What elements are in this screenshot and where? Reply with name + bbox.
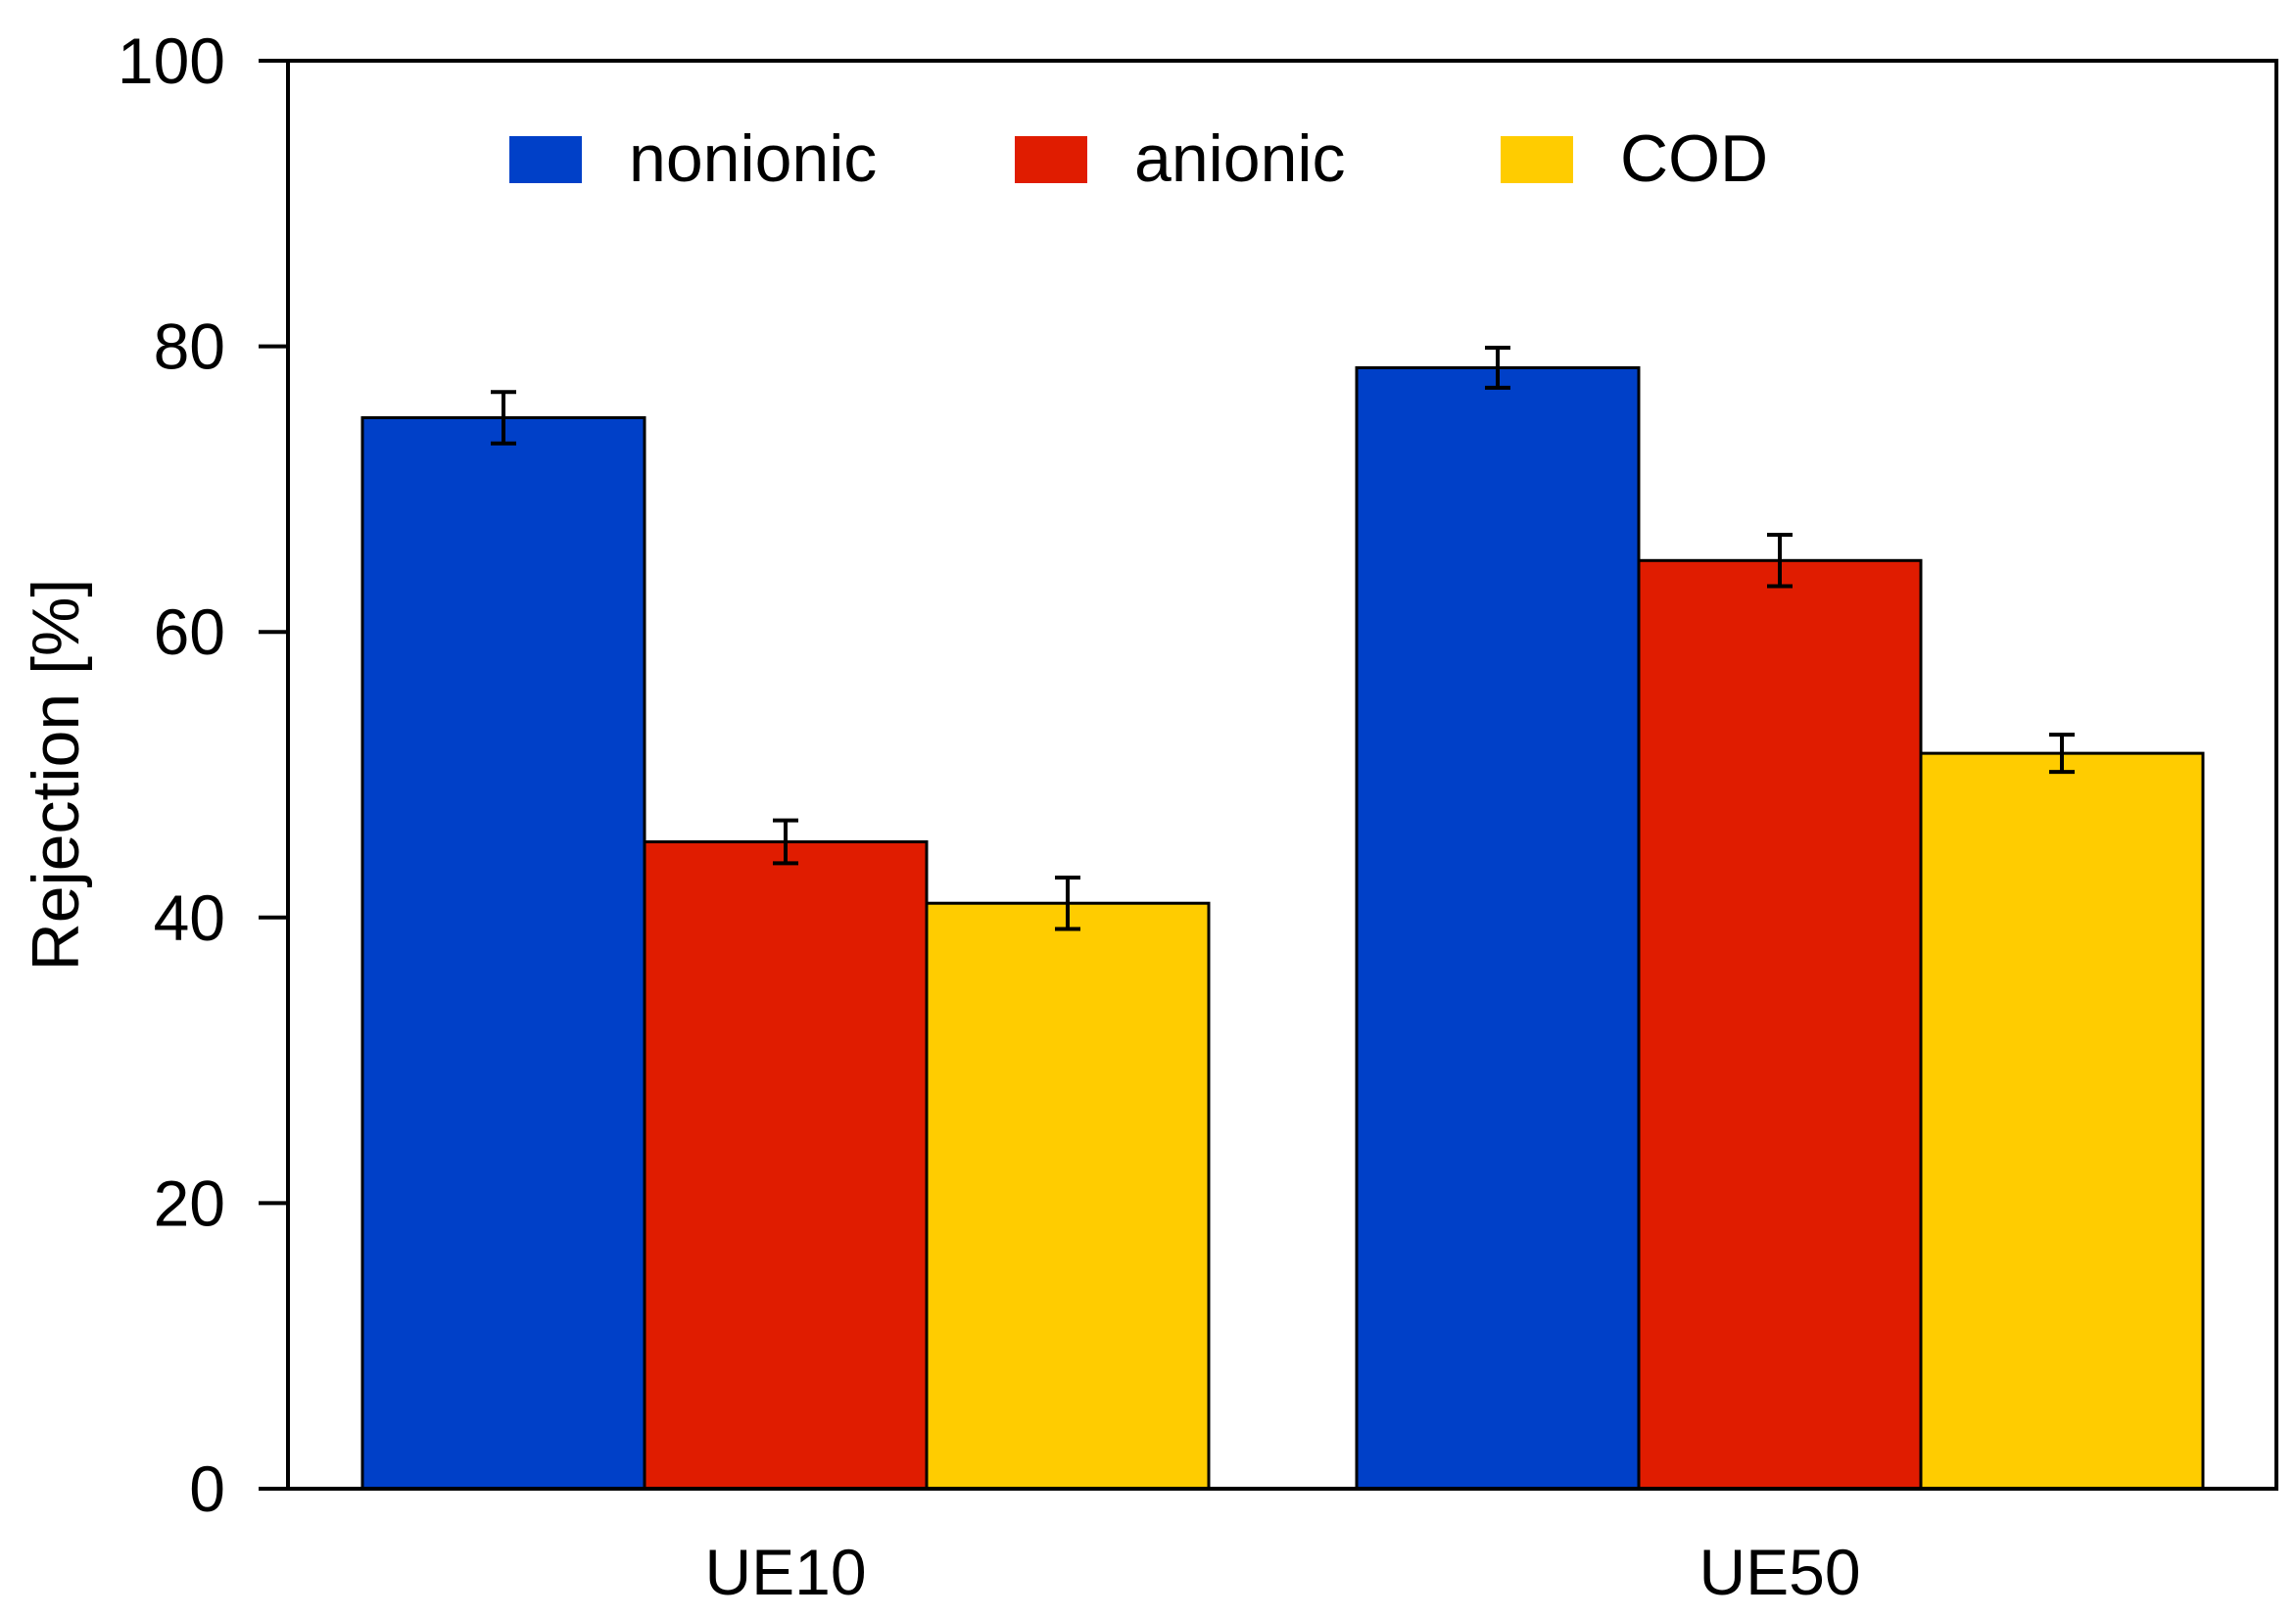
y-tick-label: 60 bbox=[154, 595, 225, 668]
bar-cod-ue50 bbox=[1919, 751, 2205, 1491]
legend-swatch bbox=[509, 136, 582, 183]
y-axis: 0 20 40 60 80 100 bbox=[118, 24, 288, 1525]
error-bar-cod-ue10 bbox=[1055, 875, 1080, 931]
bar-anionic-ue50 bbox=[1637, 558, 1923, 1491]
legend-swatch bbox=[1015, 136, 1087, 183]
y-tick-label: 0 bbox=[189, 1452, 225, 1525]
plot-frame bbox=[286, 59, 2278, 1491]
legend-label: anionic bbox=[1134, 121, 1346, 196]
error-bar-cod-ue50 bbox=[2049, 733, 2075, 775]
y-tick-label: 40 bbox=[154, 881, 225, 954]
bar-nonionic-ue50 bbox=[1355, 365, 1641, 1491]
x-category-label: UE50 bbox=[1698, 1536, 1860, 1608]
bar-anionic-ue10 bbox=[643, 840, 929, 1491]
y-tick-label: 100 bbox=[118, 24, 225, 97]
error-bar-nonionic-ue50 bbox=[1485, 346, 1510, 390]
error-bar-anionic-ue50 bbox=[1767, 533, 1793, 589]
x-category-label: UE10 bbox=[704, 1536, 866, 1608]
error-bar-anionic-ue10 bbox=[773, 818, 798, 866]
legend: nonionic anionic COD bbox=[509, 121, 1768, 196]
bar-nonionic-ue10 bbox=[360, 416, 646, 1491]
errorbars-layer bbox=[491, 346, 2075, 931]
bars-layer bbox=[360, 365, 2205, 1491]
legend-item-nonionic: nonionic bbox=[509, 121, 877, 196]
y-tick-label: 20 bbox=[154, 1166, 225, 1239]
legend-label: COD bbox=[1620, 121, 1768, 196]
error-bar-nonionic-ue10 bbox=[491, 390, 516, 446]
legend-label: nonionic bbox=[629, 121, 877, 196]
y-tick-label: 80 bbox=[154, 310, 225, 383]
y-axis-title: Rejection [%] bbox=[19, 579, 93, 972]
x-axis: UE10 UE50 bbox=[704, 1536, 1860, 1608]
legend-swatch bbox=[1501, 136, 1573, 183]
bar-cod-ue10 bbox=[925, 901, 1211, 1491]
legend-item-anionic: anionic bbox=[1015, 121, 1346, 196]
legend-item-cod: COD bbox=[1501, 121, 1768, 196]
